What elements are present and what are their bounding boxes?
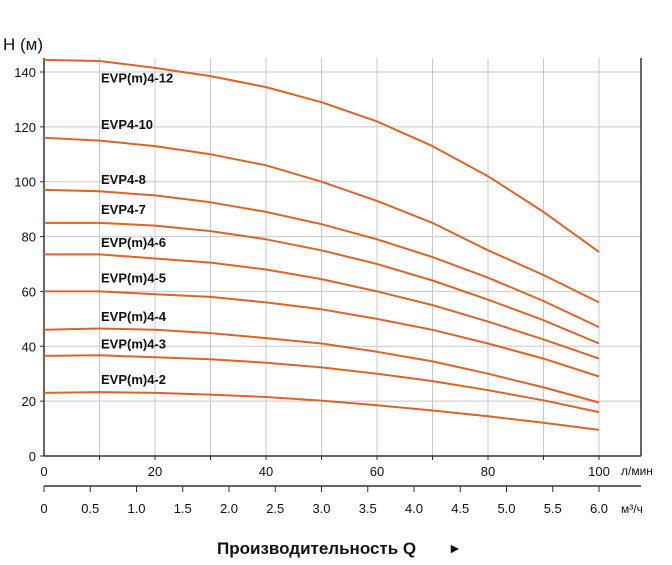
- x-axis-title: Производительность Q: [217, 539, 416, 558]
- series-lines: [43, 58, 600, 431]
- x2-tick-label: 3.5: [359, 501, 377, 516]
- x-tick-label: 60: [370, 464, 384, 479]
- curve-evpm4-5: [44, 290, 600, 378]
- curve-evp4-7: [44, 221, 600, 345]
- y-tick-label: 40: [22, 339, 36, 354]
- x2-tick-label: 1.5: [174, 501, 192, 516]
- curve-evpm4-2: [43, 391, 600, 431]
- x2-tick-label: 3.0: [312, 501, 330, 516]
- curve-evpm4-12: [43, 58, 600, 253]
- curve-evpm4-3: [43, 354, 600, 414]
- series-label: EVP(m)4-3: [101, 337, 166, 352]
- x-tick-label: 0: [40, 464, 47, 479]
- x2-tick-label: 5.5: [544, 501, 562, 516]
- x2-tick-label: 6.0: [590, 501, 608, 516]
- series-label: EVP4-10: [101, 117, 153, 132]
- series-label: EVP(m)4-12: [101, 70, 173, 85]
- y-tick-label: 20: [22, 394, 36, 409]
- series-label: EVP4-8: [101, 172, 146, 187]
- series-label: EVP4-7: [101, 202, 146, 217]
- x-axis-arrow: ►: [448, 540, 462, 556]
- y-tick-label: 60: [22, 284, 36, 299]
- y-tick-label: 120: [14, 120, 36, 135]
- x2-tick-label: 2.0: [220, 501, 238, 516]
- series-labels: EVP(m)4-12 EVP4-10 EVP4-8 EVP4-7 EVP(m)4-6 EV…: [101, 70, 173, 387]
- series-label: EVP(m)4-5: [101, 271, 166, 286]
- axes: 0 20 40 60 80 100 120 140 0 20 40 60 80 100 0 0.5 1.0 1.5…: [14, 58, 642, 516]
- x2-tick-label: 5.0: [497, 501, 515, 516]
- series-label: EVP(m)4-4: [101, 309, 167, 324]
- x-tick-label: 80: [481, 464, 495, 479]
- x2-axis-unit: м³/ч: [621, 502, 643, 516]
- x-tick-label: 40: [259, 464, 273, 479]
- x-tick-label: 20: [148, 464, 162, 479]
- x2-tick-label: 4.0: [405, 501, 423, 516]
- y-axis-title: H (м): [3, 35, 43, 54]
- y-tick-label: 140: [14, 65, 36, 80]
- curve-evpm4-4: [43, 327, 600, 404]
- y-tick-label: 80: [22, 230, 36, 245]
- x2-tick-label: 2.5: [266, 501, 284, 516]
- x2-tick-label: 4.5: [451, 501, 469, 516]
- y-tick-label: 100: [14, 175, 36, 190]
- series-label: EVP(m)4-2: [101, 372, 166, 387]
- curve-evpm4-6: [44, 253, 600, 360]
- x2-tick-label: 0.5: [81, 501, 99, 516]
- series-label: EVP(m)4-6: [101, 235, 166, 250]
- curve-evp4-10: [43, 136, 600, 304]
- x2-tick-label: 1.0: [127, 501, 145, 516]
- y-tick-label: 0: [29, 449, 36, 464]
- curve-evp4-8: [43, 188, 600, 329]
- x-axis-unit: л/мин: [621, 464, 653, 478]
- x-tick-label: 100: [588, 464, 610, 479]
- grid: [44, 58, 641, 456]
- x2-tick-label: 0: [40, 501, 47, 516]
